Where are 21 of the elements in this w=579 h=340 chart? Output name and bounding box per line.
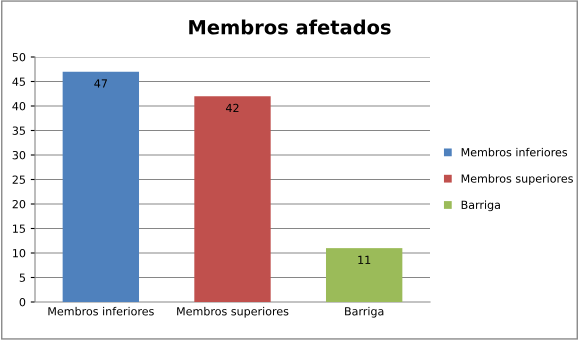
legend-label: Membros superiores — [462, 174, 573, 185]
y-tick-label: 40 — [12, 102, 26, 110]
x-tick-label: Membros superiores — [177, 306, 288, 318]
y-tick-label: 50 — [12, 52, 26, 62]
legend-label: Barriga — [462, 200, 500, 212]
data-label: 11 — [358, 256, 370, 264]
y-tick-label: 0 — [20, 298, 26, 306]
y-tick-label: 5 — [20, 274, 25, 282]
x-tick-label: Membros inferiores — [48, 306, 154, 316]
x-tick-label: Barriga — [345, 306, 384, 318]
y-tick-label: 25 — [12, 175, 25, 184]
y-tick-label: 15 — [13, 224, 25, 233]
data-label: 42 — [226, 104, 238, 112]
data-label: 47 — [94, 79, 107, 88]
y-tick-label: 45 — [12, 78, 25, 86]
y-tick-label: 20 — [12, 200, 26, 208]
y-tick-label: 35 — [12, 126, 25, 135]
legend-label: Membros inferiores — [462, 148, 568, 156]
y-tick-label: 30 — [12, 150, 26, 160]
y-tick-label: 10 — [13, 248, 26, 258]
chart-title: Membros afetados — [189, 19, 391, 35]
